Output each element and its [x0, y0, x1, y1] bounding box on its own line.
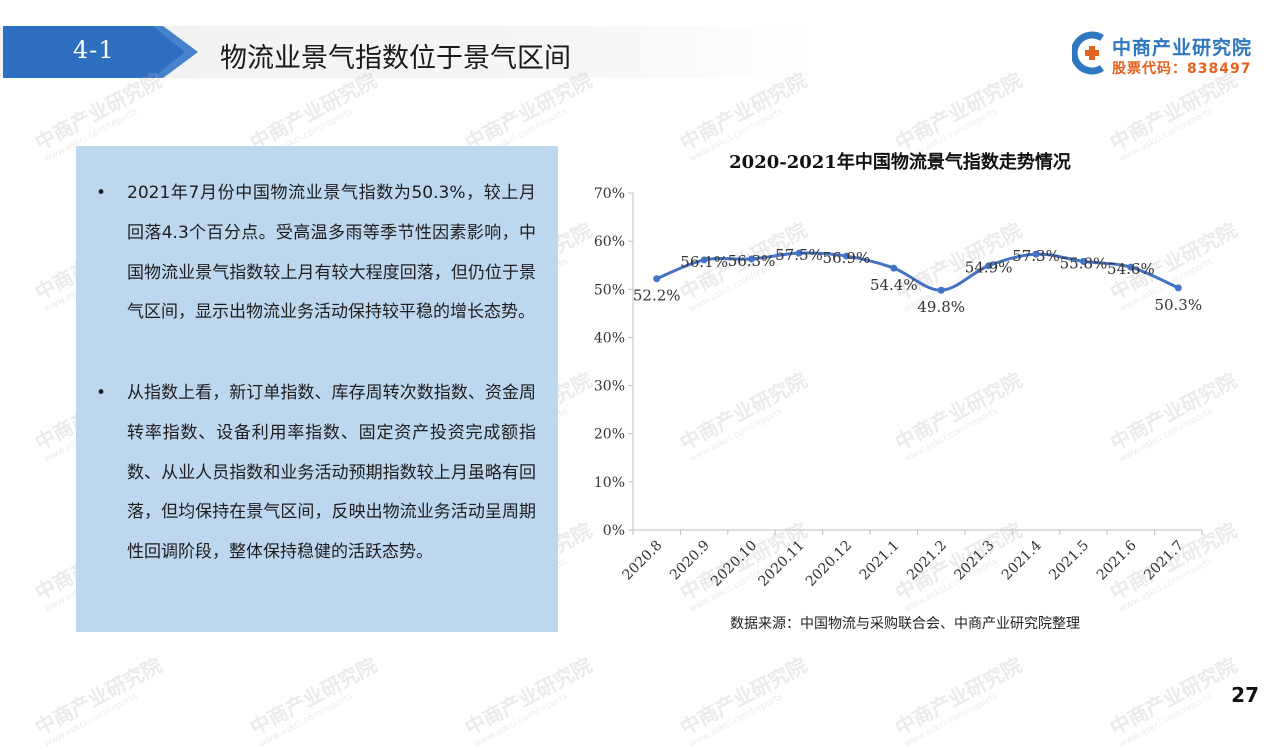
watermark-name: 中商产业研究院 — [890, 67, 1026, 155]
watermark-name: 中商产业研究院 — [30, 67, 166, 155]
watermark-url: www.askci.com/reports — [257, 691, 355, 750]
bullet-item: • 2021年7月份中国物流业景气指数为50.3%，较上月回落4.3个百分点。受… — [96, 174, 536, 333]
x-tick-label: 2020.9 — [667, 538, 713, 584]
data-label: 54.4% — [870, 276, 918, 294]
data-point — [1079, 257, 1087, 265]
data-point — [1174, 284, 1182, 292]
y-tick-label: 30% — [594, 379, 625, 395]
data-label: 52.2% — [633, 287, 681, 305]
x-tick-label: 2021.3 — [951, 538, 997, 584]
watermark-name: 中商产业研究院 — [675, 67, 811, 155]
x-tick-label: 2021.5 — [1046, 538, 1092, 584]
bullet-item: • 从指数上看，新订单指数、库存周转次数指数、资金周转率指数、设备利用率指数、固… — [96, 374, 536, 573]
line-chart: 0%10%20%30%40%50%60%70%2020.8 2020.92020.… — [594, 186, 1203, 590]
data-point — [1127, 263, 1135, 271]
x-tick-label: 2020.11 — [756, 538, 808, 590]
data-point — [937, 286, 945, 294]
bullet-text: 2021年7月份中国物流业景气指数为50.3%，较上月回落4.3个百分点。受高温… — [127, 183, 536, 323]
y-tick-label: 0% — [603, 523, 625, 539]
page-title: 物流业景气指数位于景气区间 — [220, 43, 571, 74]
watermark-url: www.askci.com/reports — [902, 691, 1000, 750]
y-tick-label: 40% — [594, 330, 625, 346]
x-tick-label: 2020.10 — [708, 538, 760, 590]
x-tick-label: 2020.12 — [803, 538, 855, 590]
x-tick-label: 2021.2 — [904, 538, 950, 584]
data-label: 57.3% — [1012, 247, 1060, 265]
section-tag: 4-1 — [3, 26, 198, 78]
data-point — [890, 264, 898, 272]
data-point — [842, 252, 850, 260]
watermark-name: 中商产业研究院 — [245, 67, 381, 155]
x-tick-label: 2020.8 — [620, 538, 666, 584]
data-point — [653, 275, 661, 283]
data-label: 56.3% — [728, 252, 776, 270]
watermark-url: www.askci.com/reports — [42, 691, 140, 750]
y-tick-label: 60% — [594, 234, 625, 250]
section-number: 4-1 — [73, 36, 115, 64]
series-line — [656, 251, 1179, 292]
y-tick-label: 20% — [594, 427, 625, 443]
y-tick-label: 10% — [594, 475, 625, 491]
watermark-url: www.askci.com/reports — [687, 691, 785, 750]
data-point — [985, 262, 993, 270]
data-label: 56.1% — [680, 253, 728, 271]
company-logo: 中商产业研究院 股票代码：838497 — [1072, 30, 1272, 80]
data-point — [795, 249, 803, 257]
data-point — [1032, 250, 1040, 258]
data-point — [748, 255, 756, 263]
chart-title: 2020-2021年中国物流景气指数走势情况 — [729, 152, 1071, 173]
data-label: 54.6% — [1107, 260, 1155, 278]
watermark-url: www.askci.com/reports — [472, 691, 570, 750]
y-tick-label: 50% — [594, 282, 625, 298]
data-label: 54.9% — [965, 259, 1013, 277]
y-tick-label: 70% — [594, 186, 625, 202]
bullet-text: 从指数上看，新订单指数、库存周转次数指数、资金周转率指数、设备利用率指数、固定资… — [127, 383, 536, 563]
data-source: 数据来源：中国物流与采购联合会、中商产业研究院整理 — [730, 616, 1080, 632]
data-label: 57.5% — [775, 246, 823, 264]
data-label: 55.8% — [1060, 254, 1108, 272]
x-tick-label: 2021.4 — [999, 537, 1045, 583]
data-label: 49.8% — [917, 298, 965, 316]
logo-name: 中商产业研究院 — [1112, 37, 1253, 59]
bullet-dot: • — [96, 383, 107, 403]
watermark-url: www.askci.com/reports — [1117, 691, 1215, 750]
logo-mark-icon — [1072, 31, 1104, 75]
text-panel: • 2021年7月份中国物流业景气指数为50.3%，较上月回落4.3个百分点。受… — [76, 146, 558, 632]
watermark-name: 中商产业研究院 — [460, 67, 596, 155]
x-tick-label: 2021.1 — [857, 538, 903, 584]
watermark-name: 中商产业研究院 — [1105, 67, 1241, 155]
data-point — [700, 256, 708, 264]
x-tick-label: 2021.6 — [1094, 537, 1140, 583]
bullet-dot: • — [96, 183, 107, 203]
data-label: 50.3% — [1154, 296, 1202, 314]
section-tag-shape — [3, 26, 198, 78]
page-number: 27 — [1231, 683, 1259, 707]
x-tick-label: 2021.7 — [1141, 538, 1187, 584]
data-label: 56.9% — [823, 249, 871, 267]
logo-stock-code: 股票代码：838497 — [1112, 61, 1252, 77]
